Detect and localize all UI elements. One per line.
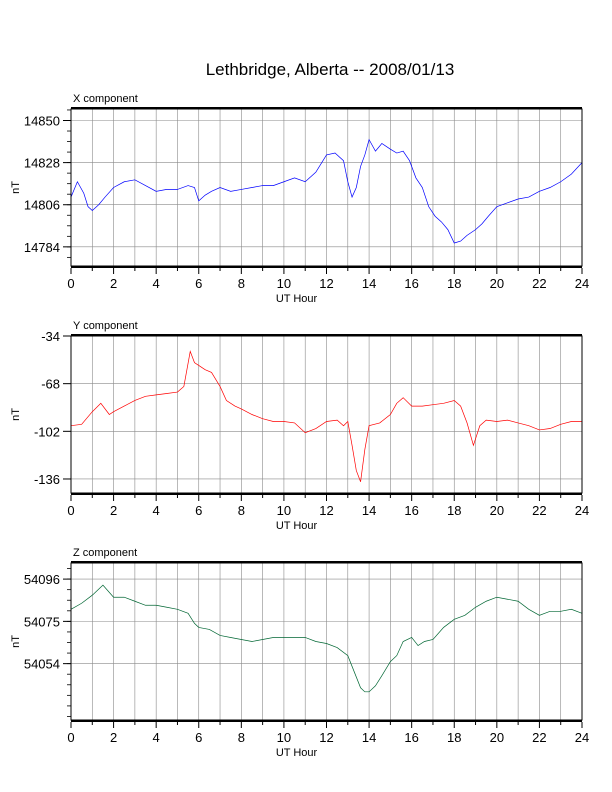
x-tick-label: 18 bbox=[447, 730, 461, 745]
x-tick-label: 22 bbox=[532, 730, 546, 745]
panel-label-y: Y component bbox=[73, 320, 138, 332]
y-tick-label: 14806 bbox=[24, 198, 60, 213]
y-tick-label: 54075 bbox=[24, 614, 60, 629]
x-tick-label: 22 bbox=[532, 503, 546, 518]
y-axis-label: nT bbox=[10, 181, 22, 194]
x-tick-label: 16 bbox=[404, 503, 418, 518]
frame-top-band bbox=[71, 561, 582, 563]
x-tick-label: 12 bbox=[319, 503, 333, 518]
y-tick-label: 14850 bbox=[24, 113, 60, 128]
series-line-z bbox=[70, 584, 583, 693]
y-tick-label: -68 bbox=[41, 377, 60, 392]
series-line-x bbox=[70, 138, 583, 244]
x-tick-label: 0 bbox=[67, 276, 74, 291]
x-tick-label: 2 bbox=[110, 276, 117, 291]
y-tick-label: -34 bbox=[41, 329, 60, 344]
chart-title: Lethbridge, Alberta -- 2008/01/13 bbox=[206, 60, 455, 79]
x-tick-label: 4 bbox=[153, 276, 160, 291]
x-tick-label: 18 bbox=[447, 503, 461, 518]
frame-top-band bbox=[71, 107, 582, 109]
frame-bottom-band bbox=[71, 493, 582, 495]
x-tick-label: 12 bbox=[319, 730, 333, 745]
frame-bottom-band bbox=[71, 266, 582, 268]
x-tick-label: 24 bbox=[575, 276, 589, 291]
x-tick-label: 8 bbox=[238, 503, 245, 518]
x-tick-label: 8 bbox=[238, 730, 245, 745]
x-tick-label: 16 bbox=[404, 276, 418, 291]
panel-label-x: X component bbox=[73, 93, 138, 105]
x-tick-label: 18 bbox=[447, 276, 461, 291]
x-tick-label: 20 bbox=[490, 276, 504, 291]
x-tick-label: 24 bbox=[575, 503, 589, 518]
x-tick-label: 20 bbox=[490, 503, 504, 518]
x-tick-label: 12 bbox=[319, 276, 333, 291]
x-tick-label: 20 bbox=[490, 730, 504, 745]
x-tick-label: 10 bbox=[277, 276, 291, 291]
x-axis-label: UT Hour bbox=[276, 520, 318, 532]
x-tick-label: 14 bbox=[362, 503, 376, 518]
y-axis-label: nT bbox=[10, 408, 22, 421]
frame-top-band bbox=[71, 334, 582, 336]
x-tick-label: 8 bbox=[238, 276, 245, 291]
x-tick-label: 10 bbox=[277, 730, 291, 745]
x-tick-label: 6 bbox=[195, 730, 202, 745]
y-tick-label: 54054 bbox=[24, 657, 60, 672]
y-tick-label: 54096 bbox=[24, 572, 60, 587]
x-tick-label: 14 bbox=[362, 276, 376, 291]
x-tick-label: 16 bbox=[404, 730, 418, 745]
y-tick-label: 14784 bbox=[24, 240, 60, 255]
x-axis-label: UT Hour bbox=[276, 293, 318, 305]
panel-label-z: Z component bbox=[73, 547, 137, 559]
frame-bottom-band bbox=[71, 720, 582, 722]
x-tick-label: 10 bbox=[277, 503, 291, 518]
x-tick-label: 0 bbox=[67, 730, 74, 745]
series-line-y bbox=[70, 350, 582, 482]
x-tick-label: 2 bbox=[110, 730, 117, 745]
x-tick-label: 6 bbox=[195, 276, 202, 291]
x-tick-label: 22 bbox=[532, 276, 546, 291]
x-tick-label: 0 bbox=[67, 503, 74, 518]
x-tick-label: 6 bbox=[195, 503, 202, 518]
x-tick-label: 4 bbox=[153, 503, 160, 518]
y-axis-label: nT bbox=[10, 635, 22, 648]
x-tick-label: 4 bbox=[153, 730, 160, 745]
y-tick-label: -136 bbox=[34, 472, 60, 487]
x-tick-label: 24 bbox=[575, 730, 589, 745]
x-tick-label: 14 bbox=[362, 730, 376, 745]
x-axis-label: UT Hour bbox=[276, 747, 318, 759]
y-tick-label: 14828 bbox=[24, 156, 60, 171]
x-tick-label: 2 bbox=[110, 503, 117, 518]
y-tick-label: -102 bbox=[34, 424, 60, 439]
